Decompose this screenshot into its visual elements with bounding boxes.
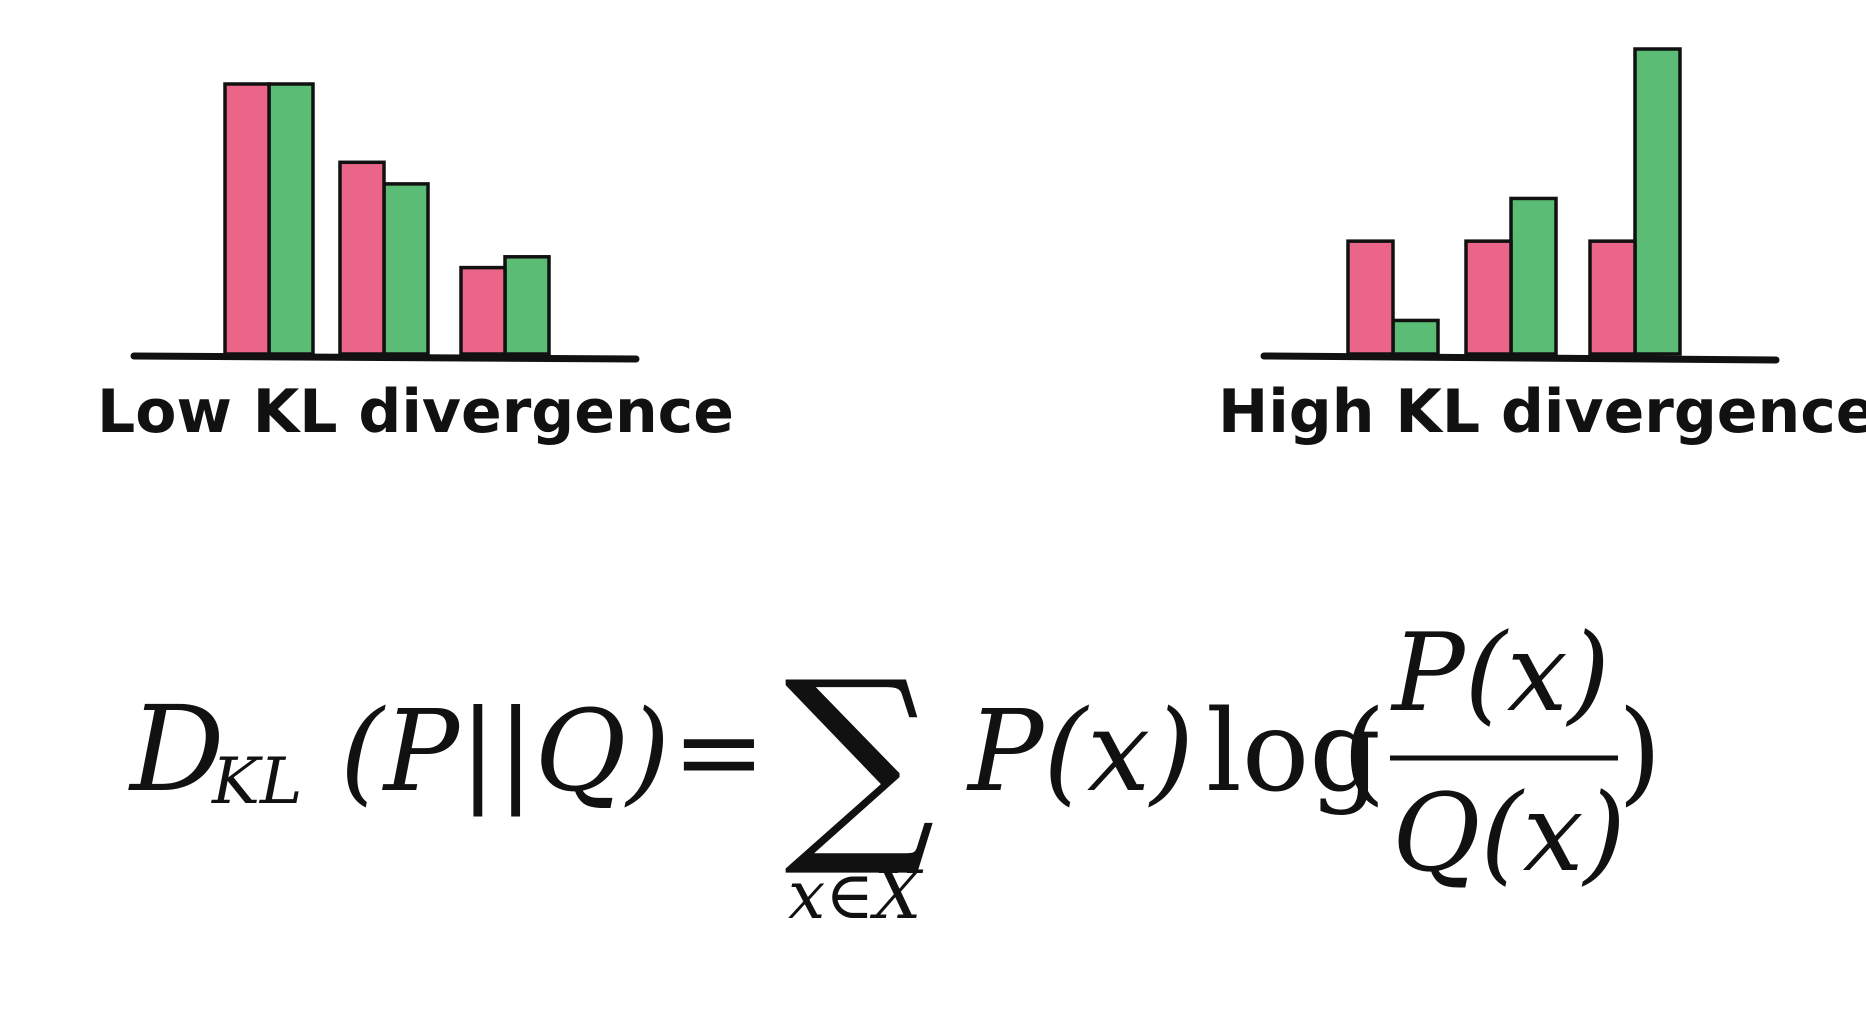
low-kl-panel: Low KL divergence	[97, 82, 734, 447]
high-kl-bar-green-2	[1509, 196, 1558, 356]
high-kl-bar-pink-3	[1588, 239, 1637, 356]
low-kl-bar-green-3	[503, 255, 551, 356]
low-kl-baseline	[130, 352, 640, 363]
low-kl-bar-pink-3	[459, 265, 507, 356]
formula-open-paren: (	[1342, 687, 1386, 817]
formula-denominator: Q(x)	[1392, 771, 1626, 896]
high-kl-bar-green-3	[1633, 47, 1682, 356]
sigma-icon: ∑	[784, 635, 935, 882]
low-kl-bar-green-1	[267, 82, 315, 356]
formula-d: D	[128, 680, 225, 818]
high-kl-caption: High KL divergence	[1218, 377, 1866, 447]
high-kl-bar-pink-2	[1464, 239, 1513, 356]
formula-term-px: P(x)	[966, 687, 1194, 817]
formula-close-paren: )	[1618, 687, 1662, 817]
formula-d-subscript: KL	[211, 745, 302, 819]
high-kl-bar-pink-1	[1346, 239, 1395, 356]
high-kl-bar-green-1	[1391, 318, 1440, 356]
low-kl-bar-green-2	[382, 182, 430, 356]
high-kl-baseline	[1260, 352, 1780, 364]
formula-log: log	[1206, 687, 1381, 817]
low-kl-caption: Low KL divergence	[97, 377, 734, 447]
formula-sum-subscript: x∈X	[788, 857, 924, 934]
formula-equals: =	[672, 687, 766, 817]
formula-lhs-args: (P||Q)	[340, 687, 670, 817]
formula-numerator: P(x)	[1390, 611, 1610, 736]
low-kl-bar-pink-2	[338, 160, 386, 356]
low-kl-bar-pink-1	[223, 82, 271, 356]
kl-formula: D KL (P||Q) = ∑ x∈X P(x) log ( P(x) Q(x)…	[128, 611, 1662, 934]
high-kl-panel: High KL divergence	[1218, 47, 1866, 447]
